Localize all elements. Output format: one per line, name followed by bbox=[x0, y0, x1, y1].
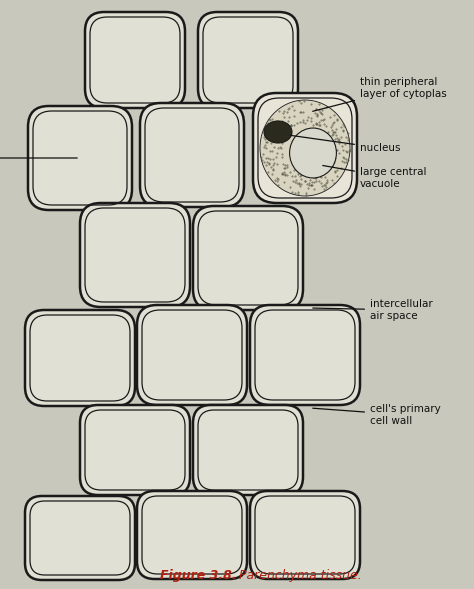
FancyBboxPatch shape bbox=[28, 106, 132, 210]
Ellipse shape bbox=[264, 121, 292, 143]
FancyBboxPatch shape bbox=[253, 93, 357, 203]
FancyBboxPatch shape bbox=[198, 12, 298, 108]
Text: intercellular
air space: intercellular air space bbox=[313, 299, 433, 321]
FancyBboxPatch shape bbox=[193, 206, 303, 310]
FancyBboxPatch shape bbox=[85, 12, 185, 108]
FancyBboxPatch shape bbox=[137, 491, 247, 579]
FancyBboxPatch shape bbox=[80, 405, 190, 495]
Text: cell's primary
cell wall: cell's primary cell wall bbox=[313, 404, 441, 426]
Text: rounded
cell: rounded cell bbox=[0, 147, 77, 169]
Ellipse shape bbox=[290, 128, 337, 178]
Text: thin peripheral
layer of cytoplas: thin peripheral layer of cytoplas bbox=[313, 77, 447, 111]
FancyBboxPatch shape bbox=[193, 405, 303, 495]
Text: large central
vacuole: large central vacuole bbox=[323, 166, 427, 189]
FancyBboxPatch shape bbox=[80, 203, 190, 307]
Ellipse shape bbox=[260, 100, 350, 196]
Text: Figure 3.8.: Figure 3.8. bbox=[160, 568, 237, 581]
Text: nucleus: nucleus bbox=[291, 135, 401, 153]
FancyBboxPatch shape bbox=[137, 305, 247, 405]
FancyBboxPatch shape bbox=[25, 496, 135, 580]
FancyBboxPatch shape bbox=[250, 491, 360, 579]
FancyBboxPatch shape bbox=[250, 305, 360, 405]
FancyBboxPatch shape bbox=[25, 310, 135, 406]
FancyBboxPatch shape bbox=[140, 103, 244, 207]
Text: Parenchyma tissue.: Parenchyma tissue. bbox=[235, 568, 362, 581]
